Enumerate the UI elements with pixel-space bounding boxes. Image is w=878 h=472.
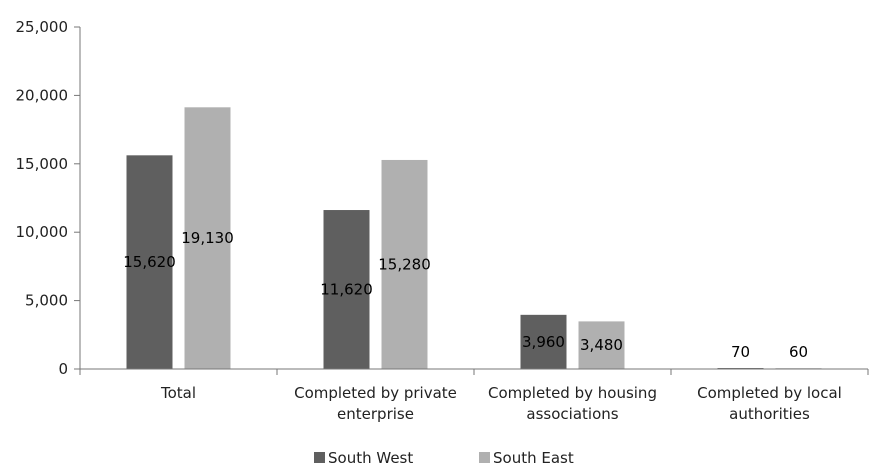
- data-label: 3,960: [522, 333, 565, 351]
- data-label: 19,130: [181, 229, 234, 247]
- bar: [578, 321, 625, 369]
- bar: [323, 210, 370, 369]
- category-label-line: Completed by private: [294, 384, 457, 402]
- category-label-line: Completed by housing: [488, 384, 657, 402]
- data-label: 3,480: [580, 336, 623, 354]
- legend-label: South West: [328, 449, 413, 467]
- y-axis: 0 5,000 10,000 15,000 20,000 25,000: [16, 18, 81, 378]
- data-label: 70: [731, 343, 750, 361]
- legend-swatch: [314, 452, 325, 463]
- y-tick-label: 20,000: [16, 86, 69, 104]
- y-tick-label: 25,000: [16, 18, 69, 36]
- x-axis: Total Completed by private enterpriseCompl…: [79, 368, 869, 423]
- category-label: Completed by housing associations: [488, 384, 657, 423]
- y-tick-label: 15,000: [16, 155, 69, 173]
- category-label-line: Completed by local: [697, 384, 842, 402]
- category-label: Total: [160, 384, 196, 402]
- category-label: Completed by local authorities: [697, 384, 842, 423]
- category-label-line: enterprise: [337, 405, 414, 423]
- legend-label: South East: [493, 449, 574, 467]
- bar: [381, 159, 428, 369]
- data-label: 11,620: [320, 281, 373, 299]
- y-tick-label: 5,000: [25, 292, 68, 310]
- bars: [126, 107, 822, 369]
- bar: [126, 155, 173, 369]
- data-label: 60: [789, 343, 808, 361]
- bar: [184, 107, 231, 369]
- y-tick-label: 10,000: [16, 223, 69, 241]
- category-label-line: associations: [526, 405, 618, 423]
- data-label: 15,620: [123, 253, 176, 271]
- data-labels: 15,620 19,130 11,620 15,280 3,960 3,480 70 60: [123, 229, 808, 361]
- legend: South West South East: [314, 449, 574, 467]
- legend-swatch: [479, 452, 490, 463]
- data-label: 15,280: [378, 255, 431, 273]
- category-label-line: Total: [160, 384, 196, 402]
- y-tick-label: 0: [58, 360, 68, 378]
- category-label-line: authorities: [729, 405, 810, 423]
- category-label: Completed by private enterprise: [294, 384, 457, 423]
- bar: [520, 314, 567, 369]
